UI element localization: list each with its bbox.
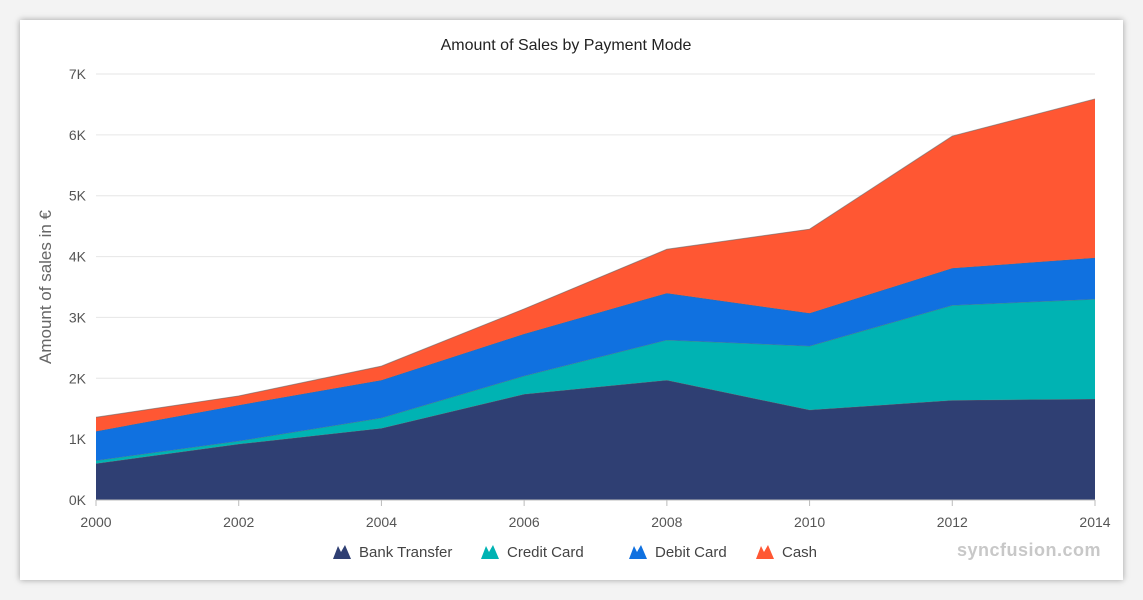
x-tick-label: 2010 [794,514,825,530]
x-tick-label: 2002 [223,514,254,530]
y-tick-label: 1K [69,431,87,447]
x-tick-label: 2000 [80,514,111,530]
y-tick-label: 7K [69,66,87,82]
legend-icon-debit-card [629,545,647,559]
area-cash [96,98,1095,432]
y-axis-title: Amount of sales in € [36,209,55,364]
x-tick-label: 2006 [509,514,540,530]
y-tick-label: 2K [69,370,87,386]
y-tick-label: 5K [69,188,87,204]
x-tick-label: 2012 [937,514,968,530]
legend-label[interactable]: Debit Card [655,544,727,561]
x-tick-label: 2008 [651,514,682,530]
area-credit-card [96,299,1095,464]
legend-label[interactable]: Cash [782,544,817,561]
y-tick-label: 4K [69,249,87,265]
x-tick-label: 2014 [1079,514,1110,530]
legend-icon-credit-card [481,545,499,559]
area-bank-transfer [96,380,1095,500]
area-debit-card [96,257,1095,461]
y-tick-label: 0K [69,492,87,508]
legend-label[interactable]: Bank Transfer [359,544,452,561]
chart-title: Amount of Sales by Payment Mode [441,37,692,54]
x-tick-label: 2004 [366,514,397,530]
series-border [95,98,1096,418]
y-tick-label: 3K [69,309,87,325]
legend-icon-bank-transfer [333,545,351,559]
legend-label[interactable]: Credit Card [507,544,584,561]
watermark: syncfusion.com [956,540,1101,560]
y-tick-label: 6K [69,127,87,143]
legend-icon-cash [756,545,774,559]
